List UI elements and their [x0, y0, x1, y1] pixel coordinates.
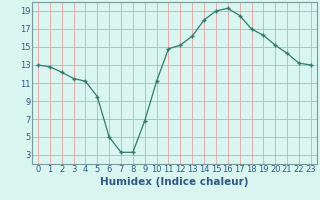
X-axis label: Humidex (Indice chaleur): Humidex (Indice chaleur)	[100, 177, 249, 187]
